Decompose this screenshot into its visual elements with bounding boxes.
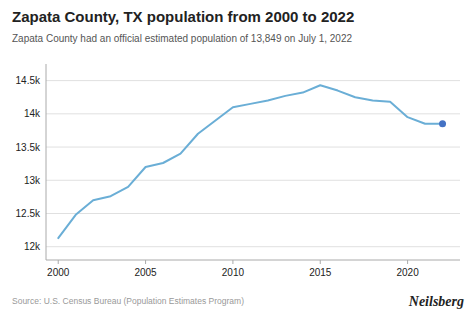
x-tick <box>407 260 408 264</box>
y-tick-label: 12k <box>24 241 41 252</box>
line <box>58 85 442 238</box>
y-tick-label: 14.5k <box>16 75 41 86</box>
brand: Neilsberg <box>408 294 464 309</box>
x-tick <box>145 260 146 264</box>
subtitle: Zapata County had an official estimated … <box>12 33 352 44</box>
y-axis <box>46 64 47 260</box>
grid-line <box>46 113 460 114</box>
grid-line <box>46 180 460 181</box>
plot-area <box>58 85 446 238</box>
x-tick <box>58 260 59 264</box>
x-tick-label: 2015 <box>309 267 332 278</box>
title: Zapata County, TX population from 2000 t… <box>12 8 354 25</box>
x-tick-label: 2010 <box>222 267 245 278</box>
x-tick-label: 2000 <box>47 267 70 278</box>
grid-line <box>46 246 460 247</box>
x-tick-label: 2020 <box>396 267 419 278</box>
grid-line <box>46 213 460 214</box>
grid-line <box>46 147 460 148</box>
x-axis <box>46 260 460 261</box>
y-tick-label: 13k <box>24 175 41 186</box>
x-tick <box>320 260 321 264</box>
background <box>0 0 474 316</box>
y-tick-label: 12.5k <box>16 208 41 219</box>
grid-line <box>46 80 460 81</box>
y-tick-label: 13.5k <box>16 142 41 153</box>
source: Source: U.S. Census Bureau (Population E… <box>12 296 244 306</box>
point <box>439 120 446 127</box>
x-tick <box>232 260 233 264</box>
chart: Zapata County, TX population from 2000 t… <box>0 0 474 316</box>
x-tick-label: 2005 <box>134 267 157 278</box>
y-tick-label: 14k <box>24 108 41 119</box>
